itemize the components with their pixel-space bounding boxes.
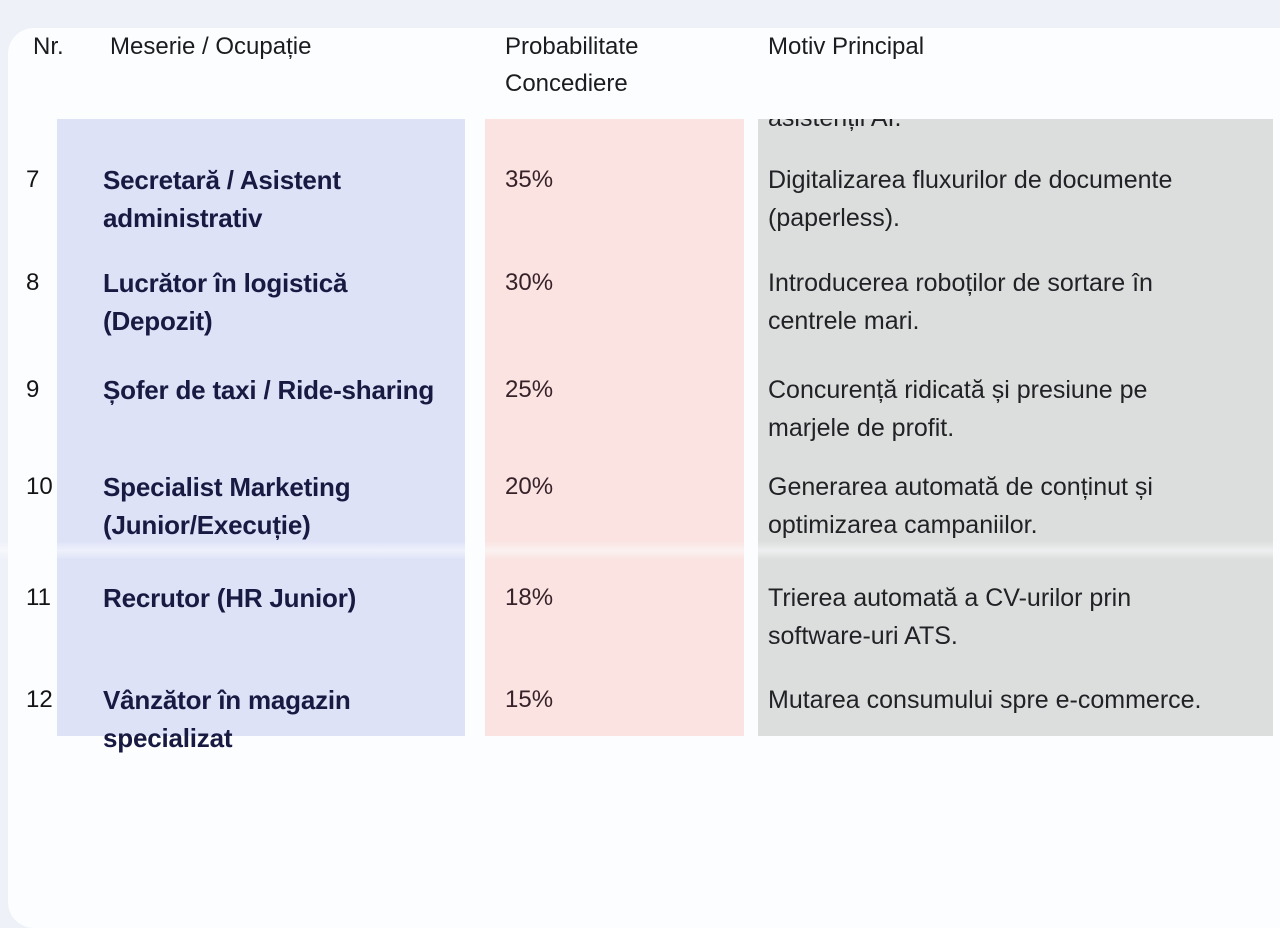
probability-column-bg: [485, 119, 744, 736]
occupation-cell: Recrutor (HR Junior): [103, 579, 475, 617]
reason-line: optimizarea campaniilor.: [768, 511, 1038, 539]
occupation-line: Recrutor (HR Junior): [103, 583, 357, 613]
header-occupation: Meserie / Ocupație: [110, 33, 312, 60]
occupation-line: administrativ: [103, 203, 263, 233]
occupation-line: (Junior/Execuție): [103, 510, 311, 540]
header-nr: Nr.: [33, 33, 64, 60]
reason-column-bg: asistenții AI.: [758, 119, 1273, 736]
reason-line: Trierea automată a CV-urilor prin: [768, 584, 1132, 612]
reason-cell: Introducerea roboților de sortare în cen…: [768, 264, 1248, 340]
probability-cell: 18%: [505, 584, 554, 611]
occupation-line: (Depozit): [103, 306, 213, 336]
occupation-line: Specialist Marketing: [103, 472, 351, 502]
reason-cell: Mutarea consumului spre e-commerce.: [768, 681, 1248, 719]
reason-cell: Trierea automată a CV-urilor prin softwa…: [768, 579, 1248, 655]
reason-line: Generarea automată de conținut și: [768, 473, 1153, 501]
occupation-cell: Lucrător în logistică (Depozit): [103, 264, 475, 340]
table: 7 Secretară / Asistent administrativ 35%…: [26, 161, 1248, 753]
occupation-line: Vânzător în magazin: [103, 685, 351, 715]
occupation-line: Lucrător în logistică: [103, 268, 348, 298]
reason-line: Mutarea consumului spre e-commerce.: [768, 686, 1202, 714]
row-number: 11: [26, 584, 51, 611]
probability-cell: 15%: [505, 686, 554, 713]
reason-line: (paperless).: [768, 204, 900, 232]
reason-line: Concurență ridicată și presiune pe: [768, 376, 1148, 404]
probability-cell: 20%: [505, 473, 554, 500]
row-number: 10: [26, 473, 53, 500]
reason-line: software-uri ATS.: [768, 622, 958, 650]
page: { "header": { "col_nr": "Nr.", "col_occu…: [0, 28, 1280, 928]
probability-cell: 25%: [505, 376, 554, 403]
probability-cell: 35%: [505, 166, 554, 193]
occupation-line: Șofer de taxi / Ride-sharing: [103, 375, 435, 405]
row-number: 12: [26, 686, 53, 713]
row-number: 7: [26, 166, 40, 193]
probability-cell: 30%: [505, 269, 554, 296]
clipped-row-6-reason: asistenții AI.: [768, 119, 901, 137]
occupation-cell: Șofer de taxi / Ride-sharing: [103, 371, 475, 409]
reason-cell: Generarea automată de conținut și optimi…: [768, 468, 1248, 544]
header-reason: Motiv Principal: [768, 33, 925, 60]
row-number: 8: [26, 269, 40, 296]
reason-cell: Concurență ridicată și presiune pe marje…: [768, 371, 1248, 447]
occupation-cell: Specialist Marketing (Junior/Execuție): [103, 468, 475, 544]
reason-line: centrele mari.: [768, 307, 920, 335]
reason-cell: Digitalizarea fluxurilor de documente (p…: [768, 161, 1248, 237]
reason-line: marjele de profit.: [768, 414, 955, 442]
reason-line: Introducerea roboților de sortare în: [768, 269, 1153, 297]
header-probability: Probabilitate Concediere: [505, 33, 639, 97]
occupation-column-bg: [57, 119, 465, 736]
occupation-cell: Secretară / Asistent administrativ: [103, 161, 475, 237]
occupation-cell: Vânzător în magazin specializat: [103, 681, 475, 757]
occupation-line: Secretară / Asistent: [103, 165, 341, 195]
occupation-line: specializat: [103, 723, 233, 753]
row-number: 9: [26, 376, 40, 403]
reason-line: Digitalizarea fluxurilor de documente: [768, 166, 1173, 194]
